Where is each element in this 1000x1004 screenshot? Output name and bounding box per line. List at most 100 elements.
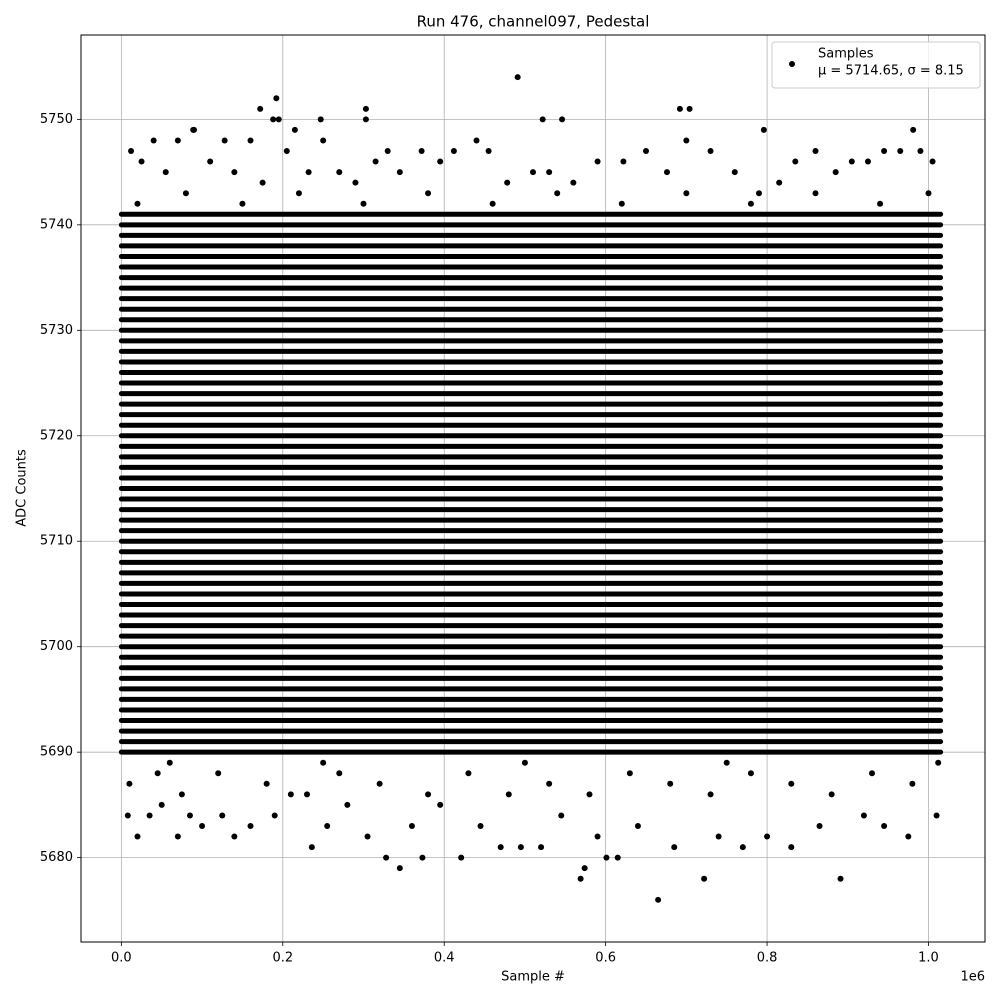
point [832, 169, 839, 176]
point [860, 812, 867, 819]
point [317, 116, 324, 123]
point [686, 105, 693, 112]
y-tick-label: 5710 [40, 534, 73, 549]
point [929, 158, 936, 165]
point [676, 105, 683, 112]
x-tick-label: 0.8 [757, 951, 778, 966]
point [324, 822, 331, 829]
point [247, 822, 254, 829]
point [530, 169, 536, 176]
point [877, 200, 884, 207]
point [376, 780, 383, 787]
point [364, 833, 371, 840]
point [270, 116, 277, 123]
point [747, 770, 754, 777]
point [259, 179, 266, 186]
point [437, 801, 444, 808]
point [546, 780, 553, 787]
point [594, 158, 601, 165]
point [396, 865, 403, 872]
y-tick-label: 5720 [40, 428, 73, 443]
x-tick-label: 0.2 [272, 951, 293, 966]
point [295, 190, 302, 197]
y-tick-label: 5690 [40, 745, 73, 760]
y-tick-label: 5750 [40, 112, 73, 127]
point [558, 812, 565, 819]
point [828, 791, 835, 798]
point [538, 844, 545, 851]
point [586, 791, 593, 798]
legend-marker [789, 61, 795, 67]
point [848, 158, 855, 165]
point [124, 812, 131, 819]
point [570, 179, 577, 186]
point [723, 759, 730, 766]
point [837, 875, 844, 882]
point [747, 200, 754, 207]
y-tick-label: 5700 [40, 639, 73, 654]
point [683, 137, 690, 144]
point [207, 158, 214, 165]
plot-frame [80, 34, 986, 943]
point [505, 791, 512, 798]
point [760, 126, 767, 133]
x-tick-label: 0.6 [595, 951, 616, 966]
point [199, 822, 206, 829]
point [320, 137, 327, 144]
legend-stats: μ = 5714.65, σ = 8.15 [818, 64, 964, 79]
x-tick-label: 0.4 [434, 951, 455, 966]
point [634, 822, 641, 829]
point [275, 116, 282, 123]
point [247, 137, 254, 144]
legend-box [771, 41, 981, 89]
point [154, 770, 161, 777]
point [271, 812, 278, 819]
point [425, 791, 432, 798]
point [186, 812, 193, 819]
point [231, 169, 238, 176]
point [360, 200, 367, 207]
point [517, 844, 524, 851]
point [905, 833, 912, 840]
point [425, 190, 432, 197]
point [263, 780, 270, 787]
point [384, 148, 391, 155]
point [126, 780, 133, 787]
point [497, 844, 504, 851]
y-tick-label: 5680 [40, 850, 73, 865]
point [667, 780, 674, 787]
point [408, 822, 415, 829]
point [383, 854, 390, 861]
point [191, 126, 197, 133]
point [701, 875, 708, 882]
data-layer [118, 74, 944, 903]
point [626, 770, 633, 777]
point [450, 148, 457, 155]
point [594, 833, 601, 840]
point [683, 190, 690, 197]
point [618, 200, 625, 207]
point [308, 844, 315, 851]
point [897, 148, 904, 155]
point [603, 854, 610, 861]
point [731, 169, 738, 176]
point [909, 780, 916, 787]
point [418, 148, 425, 155]
point [304, 791, 310, 798]
point [134, 200, 141, 207]
point [620, 158, 627, 165]
point [419, 854, 426, 861]
x-axis-label: Sample # [501, 970, 565, 985]
point [514, 74, 521, 81]
point [764, 833, 771, 840]
point [219, 812, 226, 819]
point [559, 116, 566, 123]
point [554, 190, 561, 197]
point [614, 854, 621, 861]
point [776, 179, 783, 186]
point [215, 770, 222, 777]
point [336, 169, 343, 176]
point [174, 137, 181, 144]
point [231, 833, 238, 840]
